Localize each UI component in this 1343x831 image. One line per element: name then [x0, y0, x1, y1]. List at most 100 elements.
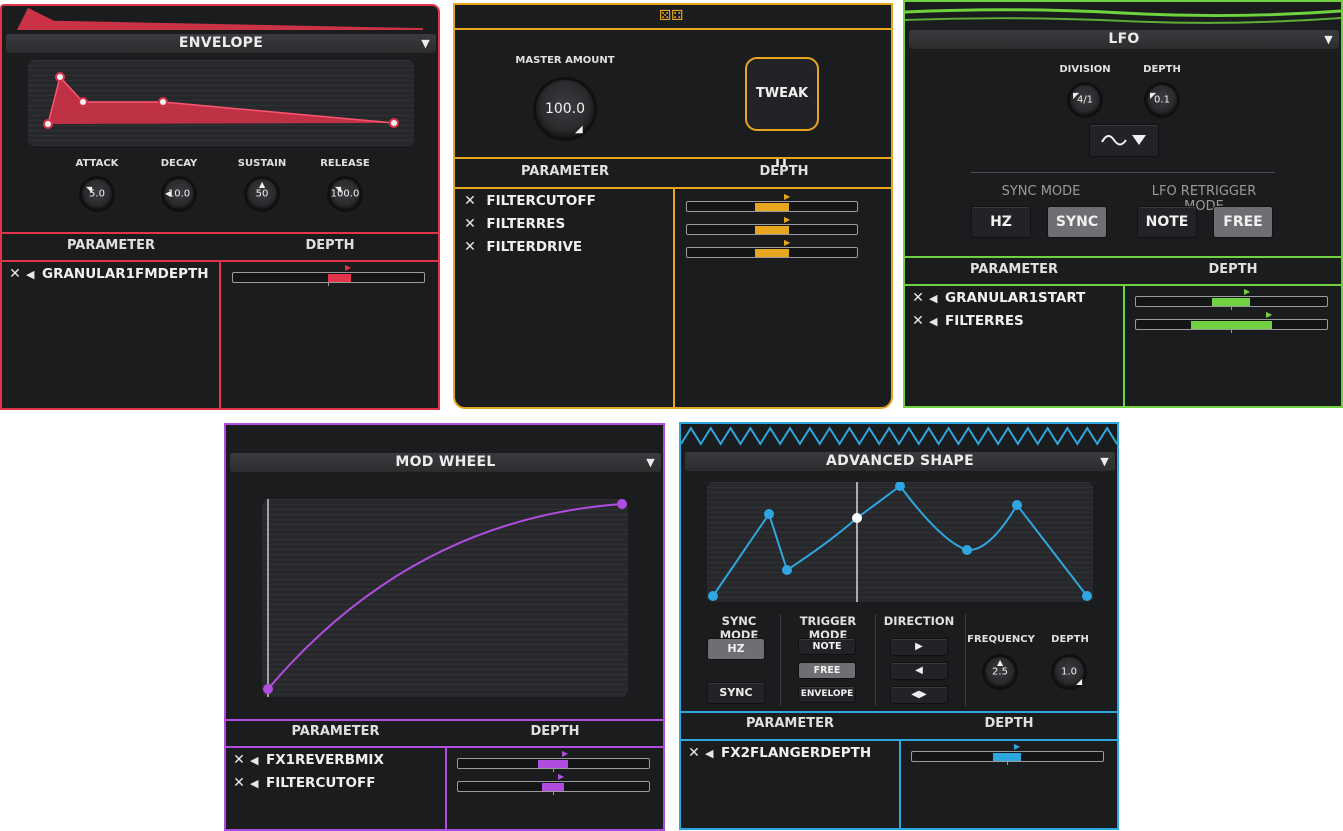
remove-icon[interactable]: ✕ — [9, 266, 21, 282]
center-tick — [553, 768, 554, 772]
depth-slider[interactable]: ▶ — [457, 772, 650, 795]
center-tick — [1231, 329, 1232, 333]
master-amount-knob[interactable]: 100.0 ◢ — [533, 77, 597, 141]
divider — [455, 28, 891, 30]
remove-icon[interactable]: ✕ — [912, 313, 924, 329]
divider — [965, 614, 966, 706]
depth-slider[interactable]: ▶ — [232, 263, 425, 286]
depth-slider[interactable]: ▶ — [1135, 310, 1328, 333]
depth-handle-icon[interactable]: ▶ — [1014, 742, 1021, 751]
depth-handle-icon[interactable]: ▶ — [784, 192, 791, 201]
division-value: 4/1 — [1076, 94, 1094, 106]
decay-knob[interactable]: ◀ 10.0 — [161, 176, 197, 212]
polarity-icon[interactable]: ◀ — [929, 315, 938, 328]
free-button[interactable]: FREE — [1213, 206, 1273, 238]
sync-button[interactable]: SYNC — [707, 682, 765, 704]
free-button[interactable]: FREE — [798, 662, 856, 679]
shape-type-dropdown[interactable]: ADVANCED SHAPE ▼ — [685, 452, 1115, 471]
parameter-name: GRANULAR1FMDEPTH — [42, 266, 209, 282]
modulation-row: ✕ ◀ FILTERRES — [911, 311, 1024, 331]
shape-depth-value: 1.0 — [1061, 666, 1077, 678]
lfo-type-dropdown[interactable]: LFO ▼ — [909, 30, 1339, 49]
envelope-curve[interactable] — [28, 60, 414, 146]
depth-handle-icon[interactable]: ▶ — [784, 238, 791, 247]
remove-icon[interactable]: ✕ — [464, 193, 476, 209]
depth-handle-icon[interactable]: ▶ — [1266, 310, 1273, 319]
depth-handle-icon[interactable]: ▶ — [1244, 287, 1251, 296]
sync-button[interactable]: SYNC — [1047, 206, 1107, 238]
divider — [1123, 284, 1125, 406]
sustain-knob[interactable]: ▲ 50 — [244, 176, 280, 212]
remove-icon[interactable]: ✕ — [233, 775, 245, 791]
modulation-row: ✕ ◀ GRANULAR1FMDEPTH — [8, 264, 209, 284]
polarity-icon[interactable]: ◀ — [250, 754, 259, 767]
tweak-it-button[interactable]: TWEAK IT — [745, 57, 819, 171]
polarity-icon[interactable]: ◀ — [705, 747, 714, 760]
attack-start-node — [43, 119, 53, 129]
direction-forward-button[interactable]: ▶ — [890, 638, 948, 656]
shape-depth-knob[interactable]: ◢ 1.0 — [1051, 654, 1087, 690]
shape-depth-label: DEPTH — [1051, 634, 1089, 645]
divider — [2, 232, 438, 234]
chevron-down-icon: ▼ — [421, 37, 430, 50]
depth-handle-icon[interactable]: ▶ — [562, 749, 569, 758]
shape-editor[interactable] — [707, 482, 1093, 602]
depth-slider[interactable]: ▶ — [457, 749, 650, 772]
polarity-icon[interactable]: ◀ — [26, 268, 35, 281]
depth-handle-icon[interactable]: ▶ — [345, 263, 352, 272]
remove-icon[interactable]: ✕ — [233, 752, 245, 768]
depth-fill — [993, 753, 1021, 761]
direction-backward-button[interactable]: ◀ — [890, 662, 948, 680]
divider — [219, 260, 221, 408]
attack-knob[interactable]: ◥ 5.0 — [79, 176, 115, 212]
polarity-icon[interactable]: ◀ — [929, 292, 938, 305]
note-button[interactable]: NOTE — [798, 638, 856, 655]
lfo-depth-label: DEPTH — [1143, 64, 1181, 75]
depth-fill — [538, 760, 568, 768]
note-button[interactable]: NOTE — [1137, 206, 1197, 238]
depth-slider[interactable]: ▶ — [1135, 287, 1328, 310]
sync-mode-label: SYNC MODE — [1001, 184, 1081, 199]
remove-icon[interactable]: ✕ — [912, 290, 924, 306]
mod-wheel-curve[interactable] — [262, 499, 628, 697]
remove-icon[interactable]: ✕ — [464, 216, 476, 232]
release-knob[interactable]: ◥ 100.0 — [327, 176, 363, 212]
depth-fill — [1191, 321, 1272, 329]
parameter-column-header: PARAMETER — [66, 238, 156, 253]
envelope-type-dropdown[interactable]: ENVELOPE ▼ — [6, 34, 436, 53]
direction-pingpong-button[interactable]: ◀▶ — [890, 686, 948, 704]
attack-peak-node — [55, 72, 65, 82]
remove-icon[interactable]: ✕ — [688, 745, 700, 761]
knob-pointer-icon: ◤ — [1150, 91, 1157, 100]
remove-icon[interactable]: ✕ — [464, 239, 476, 255]
random-panel: ⚄⚃ MASTER AMOUNT 100.0 ◢ TWEAK IT PARAME… — [453, 3, 893, 409]
depth-slider[interactable]: ▶ — [686, 215, 858, 235]
divider — [875, 614, 876, 706]
modulation-row: ✕ ◀ FX2FLANGERDEPTH — [687, 743, 871, 763]
lfo-preview-strip — [905, 2, 1341, 26]
depth-slider[interactable]: ▶ — [686, 238, 858, 258]
depth-handle-icon[interactable]: ▶ — [558, 772, 565, 781]
waveform-selector[interactable] — [1089, 124, 1159, 157]
envelope-panel: ENVELOPE ▼ ATTACK ◥ 5.0 DECAY ◀ 10.0 SUS… — [0, 4, 440, 410]
polarity-icon[interactable]: ◀ — [250, 777, 259, 790]
mod-wheel-dropdown[interactable]: MOD WHEEL ▼ — [230, 453, 661, 472]
modulation-row: ✕ FILTERDRIVE — [463, 237, 582, 257]
depth-slider[interactable]: ▶ — [911, 742, 1104, 765]
parameter-column-header: PARAMETER — [291, 724, 380, 739]
division-knob[interactable]: ◤ 4/1 — [1067, 82, 1103, 118]
mod-wheel-curve-editor[interactable] — [262, 499, 628, 697]
depth-handle-icon[interactable]: ▶ — [784, 215, 791, 224]
parameter-name: FX1REVERBMIX — [266, 752, 384, 768]
lfo-depth-knob[interactable]: ◤ 0.1 — [1144, 82, 1180, 118]
parameter-name: FILTERDRIVE — [486, 239, 583, 255]
frequency-knob[interactable]: ▲ 2.5 — [982, 654, 1018, 690]
hz-button[interactable]: HZ — [707, 638, 765, 660]
hz-button[interactable]: HZ — [971, 206, 1031, 238]
shape-node — [1082, 591, 1092, 601]
depth-slider[interactable]: ▶ — [686, 192, 858, 212]
shape-curve[interactable] — [707, 482, 1093, 602]
envelope-button[interactable]: ENVELOPE — [798, 686, 856, 703]
chevron-down-icon: ▼ — [1324, 33, 1333, 46]
master-amount-label: MASTER AMOUNT — [515, 55, 615, 66]
